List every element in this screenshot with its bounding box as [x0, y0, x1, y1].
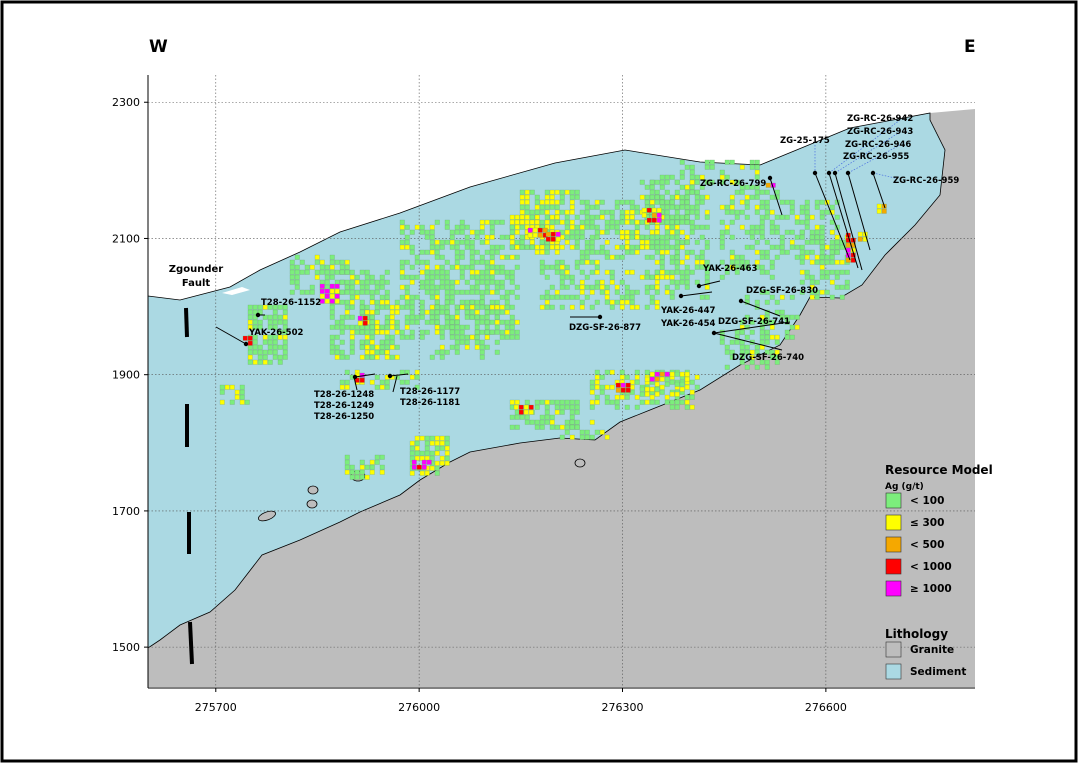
- drillhole-label: DZG-SF-26-741: [718, 317, 790, 327]
- axis-ticks: 275700 276000 276300 276600 1500 1700 1900 2100…: [112, 96, 847, 714]
- legend-label: ≤ 300: [910, 517, 944, 529]
- drillhole-leaders: [814, 119, 901, 179]
- legend-label: < 500: [910, 539, 944, 551]
- y-tick-label: 1900: [112, 369, 140, 382]
- zgounder-fault: [184, 307, 194, 665]
- drillhole-label: YAK-26-463: [702, 264, 757, 274]
- drillhole-label: ZG-RC-26-959: [893, 176, 959, 186]
- legend: Resource Model Ag (g/t) < 100≤ 300< 500<…: [885, 463, 993, 680]
- legend-resource-items: < 100 ≤ 300 < 500 < 1000 ≥ 1000: [885, 492, 952, 597]
- legend-label: < 100: [910, 495, 944, 507]
- legend-swatch: [885, 641, 902, 658]
- drillhole-label: YAK-26-447: [660, 306, 715, 316]
- fault-label-line-1: Zgounder: [169, 264, 223, 275]
- drillhole-label: YAK-26-502: [248, 328, 303, 338]
- drillhole-label: ZG-RC-26-943: [847, 127, 913, 137]
- drillhole-traces: [215, 172, 886, 393]
- fault-trace-gap: [222, 287, 250, 295]
- drillhole-label: T28-26-1249: [314, 401, 374, 411]
- drillhole-collars: [243, 170, 876, 380]
- fault-label-line-2: Fault: [182, 278, 211, 289]
- x-tick-label: 275700: [195, 701, 237, 714]
- drillhole-label: T28-26-1248: [314, 390, 374, 400]
- legend-resource-subtitle: Ag (g/t): [885, 482, 924, 492]
- legend-swatch: [885, 580, 902, 597]
- drillhole-label: YAK-26-454: [660, 319, 715, 329]
- sky-area: [148, 75, 975, 300]
- legend-resource-title: Resource Model: [885, 463, 993, 477]
- x-tick-label: 276600: [805, 701, 847, 714]
- legend-swatch: [885, 536, 902, 553]
- drillhole-label: DZG-SF-26-877: [569, 323, 641, 333]
- drillhole-label: T28-26-1152: [261, 298, 321, 308]
- drillhole-label: T28-26-1177: [400, 387, 460, 397]
- drillhole-label: T28-26-1250: [314, 412, 374, 422]
- legend-label: < 1000: [910, 561, 952, 573]
- y-tick-label: 2100: [112, 232, 140, 245]
- west-label: W: [149, 37, 168, 57]
- legend-label: ≥ 1000: [910, 583, 952, 595]
- legend-lithology-items: Granite Sediment: [885, 641, 966, 680]
- legend-swatch: [885, 558, 902, 575]
- drillhole-label: DZG-SF-26-830: [746, 286, 818, 296]
- drillhole-label: T28-26-1181: [400, 398, 460, 408]
- drillhole-labels: T28-26-1152 YAK-26-502 T28-26-1248 T28-2…: [248, 114, 959, 422]
- drillhole-label: ZG-RC-26-799: [700, 179, 766, 189]
- legend-label: Granite: [910, 644, 954, 656]
- legend-swatch: [885, 663, 902, 680]
- drillhole-label: ZG-RC-26-942: [847, 114, 913, 124]
- y-tick-label: 2300: [112, 96, 140, 109]
- drillhole-label: DZG-SF-26-740: [732, 353, 804, 363]
- y-tick-label: 1500: [112, 641, 140, 654]
- x-tick-label: 276300: [602, 701, 644, 714]
- y-tick-label: 1700: [112, 505, 140, 518]
- legend-label: Sediment: [910, 666, 966, 678]
- drillhole-label: ZG-RC-26-955: [843, 152, 909, 162]
- drillhole-label: ZG-RC-26-946: [845, 140, 911, 150]
- x-tick-label: 276000: [398, 701, 440, 714]
- legend-lithology-title: Lithology: [885, 627, 948, 641]
- legend-swatch: [885, 492, 902, 509]
- east-label: E: [964, 37, 976, 57]
- legend-swatch: [885, 514, 902, 531]
- resource-blocks: [219, 159, 887, 480]
- drillhole-label: ZG-25-175: [780, 136, 830, 146]
